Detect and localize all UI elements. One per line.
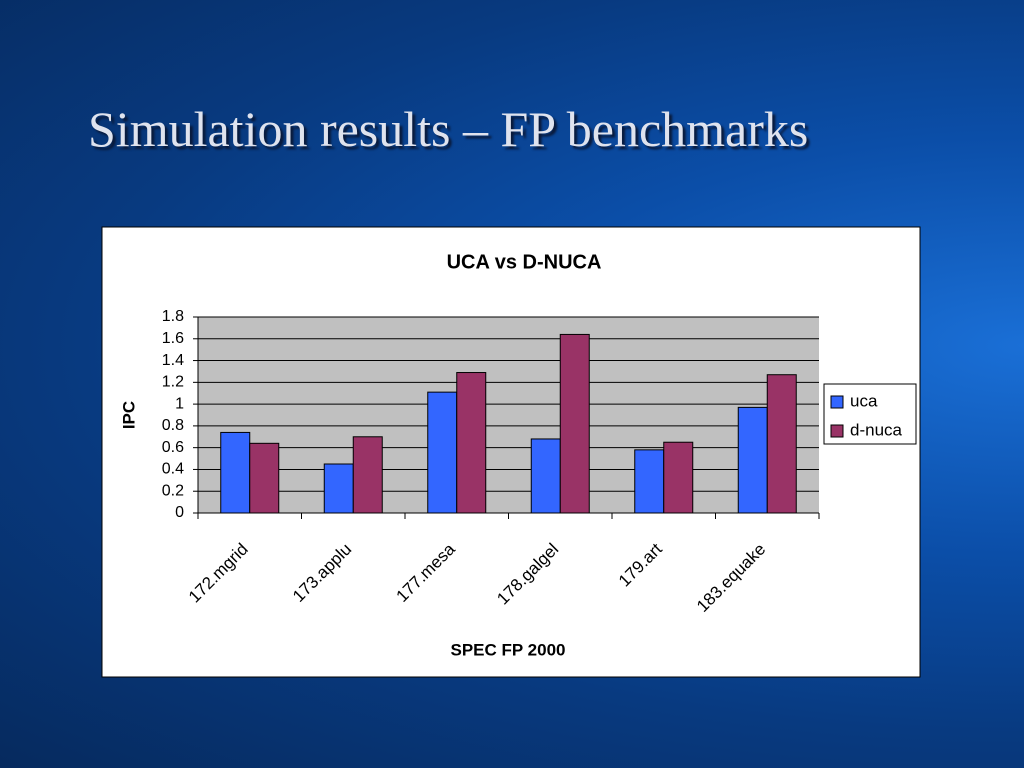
bar: [249, 442, 280, 514]
y-axis-label: IPC: [119, 401, 138, 429]
legend-swatch: [830, 424, 844, 438]
bar: [559, 333, 590, 514]
legend-swatch: [830, 395, 844, 409]
plot-area: [198, 317, 819, 513]
x-axis-label: SPEC FP 2000: [451, 640, 566, 659]
bar: [663, 441, 694, 514]
legend-label: d-nuca: [850, 420, 903, 439]
chart-title: UCA vs D-NUCA: [447, 251, 602, 273]
y-tick-label: 0.2: [162, 482, 184, 499]
y-tick-label: 1: [175, 395, 184, 412]
y-tick-label: 0.4: [162, 461, 184, 478]
y-tick-label: 1.4: [162, 352, 184, 369]
y-tick-label: 1.6: [162, 330, 184, 347]
bar: [766, 374, 797, 514]
slide-title: Simulation results – FP benchmarks: [88, 101, 809, 157]
bar: [323, 463, 354, 514]
y-tick-label: 0.8: [162, 417, 184, 434]
y-tick-label: 0: [175, 504, 184, 521]
legend-label: uca: [850, 391, 878, 410]
bar: [530, 438, 561, 514]
y-tick-label: 0.6: [162, 439, 184, 456]
bar: [737, 406, 768, 514]
bar: [220, 431, 251, 514]
y-tick-label: 1.8: [162, 308, 184, 325]
bar: [427, 391, 458, 514]
bar: [352, 436, 383, 514]
bar: [634, 449, 665, 514]
bar: [456, 372, 487, 514]
y-tick-label: 1.2: [162, 374, 184, 391]
